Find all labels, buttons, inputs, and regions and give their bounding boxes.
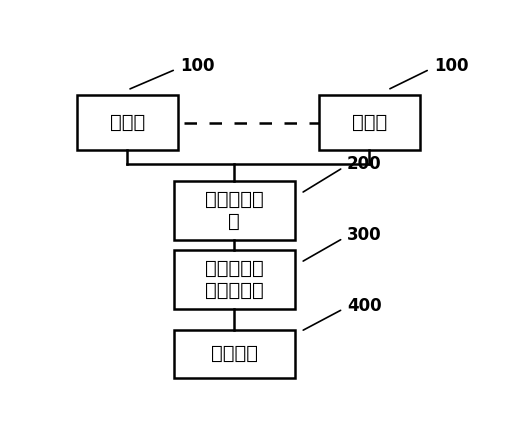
Text: 模数转换装
置: 模数转换装 置 bbox=[205, 190, 264, 231]
Text: 400: 400 bbox=[347, 297, 382, 314]
Text: 麦克风: 麦克风 bbox=[352, 113, 387, 132]
Text: 200: 200 bbox=[347, 155, 382, 173]
Text: 100: 100 bbox=[180, 57, 214, 75]
Text: 100: 100 bbox=[434, 57, 468, 75]
Bar bbox=[174, 250, 295, 309]
Text: 输出装置: 输出装置 bbox=[211, 345, 258, 363]
Bar bbox=[174, 330, 295, 378]
Bar bbox=[174, 181, 295, 240]
Bar bbox=[319, 95, 420, 151]
Bar bbox=[77, 95, 178, 151]
Text: 音频数字信
号处理装置: 音频数字信 号处理装置 bbox=[205, 259, 264, 300]
Text: 300: 300 bbox=[347, 226, 382, 244]
Text: 麦克风: 麦克风 bbox=[110, 113, 145, 132]
